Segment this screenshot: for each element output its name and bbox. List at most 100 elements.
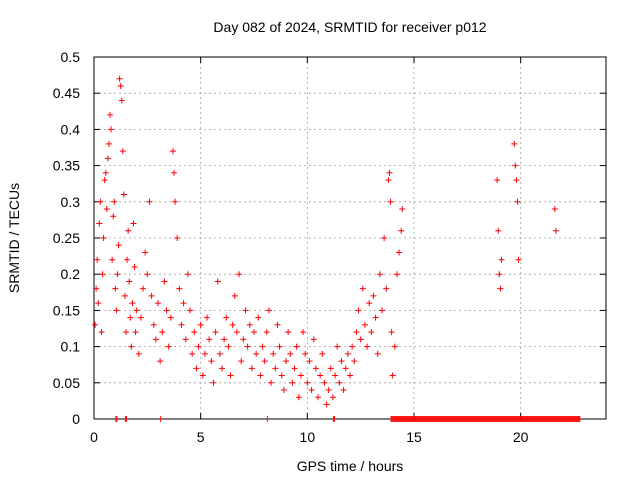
data-point: [399, 206, 406, 213]
data-point: [386, 169, 393, 176]
data-point: [105, 140, 112, 147]
data-point: [381, 235, 388, 241]
data-point: [94, 256, 101, 263]
data-point: [96, 220, 103, 227]
y-tick-label: 0.25: [53, 230, 80, 246]
data-point: [178, 321, 185, 328]
y-tick-label: 0.3: [61, 194, 81, 210]
data-point: [199, 372, 206, 379]
data-point: [494, 177, 501, 184]
data-point: [306, 358, 313, 365]
data-point: [206, 336, 213, 343]
data-point: [201, 350, 208, 357]
data-point: [101, 177, 108, 184]
data-point: [391, 343, 398, 350]
data-point: [372, 314, 379, 321]
data-point: [383, 285, 390, 292]
data-point: [123, 329, 129, 336]
data-point: [204, 314, 211, 321]
data-point: [255, 314, 262, 321]
data-point: [312, 365, 319, 372]
data-point: [187, 307, 193, 314]
data-point: [180, 300, 187, 307]
data-point: [128, 343, 135, 350]
data-point: [111, 198, 118, 205]
data-point: [310, 336, 317, 343]
data-point: [304, 379, 311, 386]
zero-band-marks: [332, 416, 336, 422]
data-point: [223, 314, 230, 321]
y-tick-label: 0.2: [61, 266, 81, 282]
zero-band-marks: [115, 416, 118, 422]
data-point: [251, 329, 257, 336]
y-tick-label: 0.15: [53, 302, 80, 318]
data-point: [125, 227, 132, 234]
data-point: [376, 271, 383, 278]
data-point: [385, 177, 392, 184]
data-point: [272, 365, 279, 372]
data-point: [265, 307, 272, 314]
data-point: [497, 285, 504, 292]
data-point: [351, 358, 358, 365]
data-point: [103, 206, 110, 213]
data-point: [257, 372, 264, 379]
x-axis: 0 5 10 15 20: [90, 57, 529, 445]
data-point: [208, 358, 215, 365]
data-point: [278, 372, 285, 379]
data-point: [193, 365, 200, 372]
data-point: [176, 285, 183, 292]
data-point: [236, 271, 243, 278]
data-point: [98, 329, 105, 336]
data-point: [163, 307, 170, 314]
data-point: [159, 329, 166, 336]
data-point: [368, 329, 375, 336]
data-point: [364, 343, 371, 350]
data-point: [216, 350, 223, 357]
data-point: [157, 358, 164, 365]
y-tick-label: 0.1: [61, 339, 81, 355]
data-point: [104, 155, 111, 162]
data-point: [285, 329, 292, 336]
data-point: [291, 365, 298, 372]
data-point: [174, 235, 181, 241]
y-tick-label: 0.35: [53, 158, 80, 174]
chart-title: Day 082 of 2024, SRMTID for receiver p01…: [213, 19, 486, 35]
data-point: [97, 198, 104, 205]
data-point: [513, 177, 520, 184]
data-point: [332, 372, 339, 379]
data-point: [155, 300, 161, 307]
data-point: [398, 227, 405, 234]
data-point: [347, 372, 353, 379]
data-point: [118, 97, 125, 104]
data-point: [344, 350, 351, 357]
data-point: [95, 300, 102, 307]
zero-band-marks: [160, 416, 162, 422]
grid-lines: [94, 57, 606, 419]
data-point: [189, 350, 196, 357]
y-tick-label: 0.5: [61, 49, 81, 65]
data-point: [92, 321, 99, 328]
data-point: [244, 343, 251, 350]
data-point: [289, 379, 296, 386]
data-point: [393, 271, 400, 278]
data-point: [120, 191, 127, 198]
data-point: [498, 256, 505, 263]
data-point: [214, 278, 221, 285]
data-point: [221, 336, 228, 343]
x-axis-label: GPS time / hours: [297, 458, 404, 474]
data-point: [99, 271, 106, 278]
data-point: [253, 350, 260, 357]
data-point: [342, 365, 349, 372]
data-point: [349, 343, 356, 350]
data-point: [110, 213, 117, 220]
data-point: [121, 292, 128, 299]
zero-band-marks: [266, 416, 268, 422]
data-point: [325, 387, 332, 394]
data-point: [119, 148, 126, 155]
data-point: [374, 350, 381, 357]
data-point: [132, 329, 139, 336]
data-point: [102, 169, 109, 176]
x-tick-label: 5: [197, 429, 205, 445]
data-point: [137, 314, 144, 321]
data-point: [357, 336, 364, 343]
